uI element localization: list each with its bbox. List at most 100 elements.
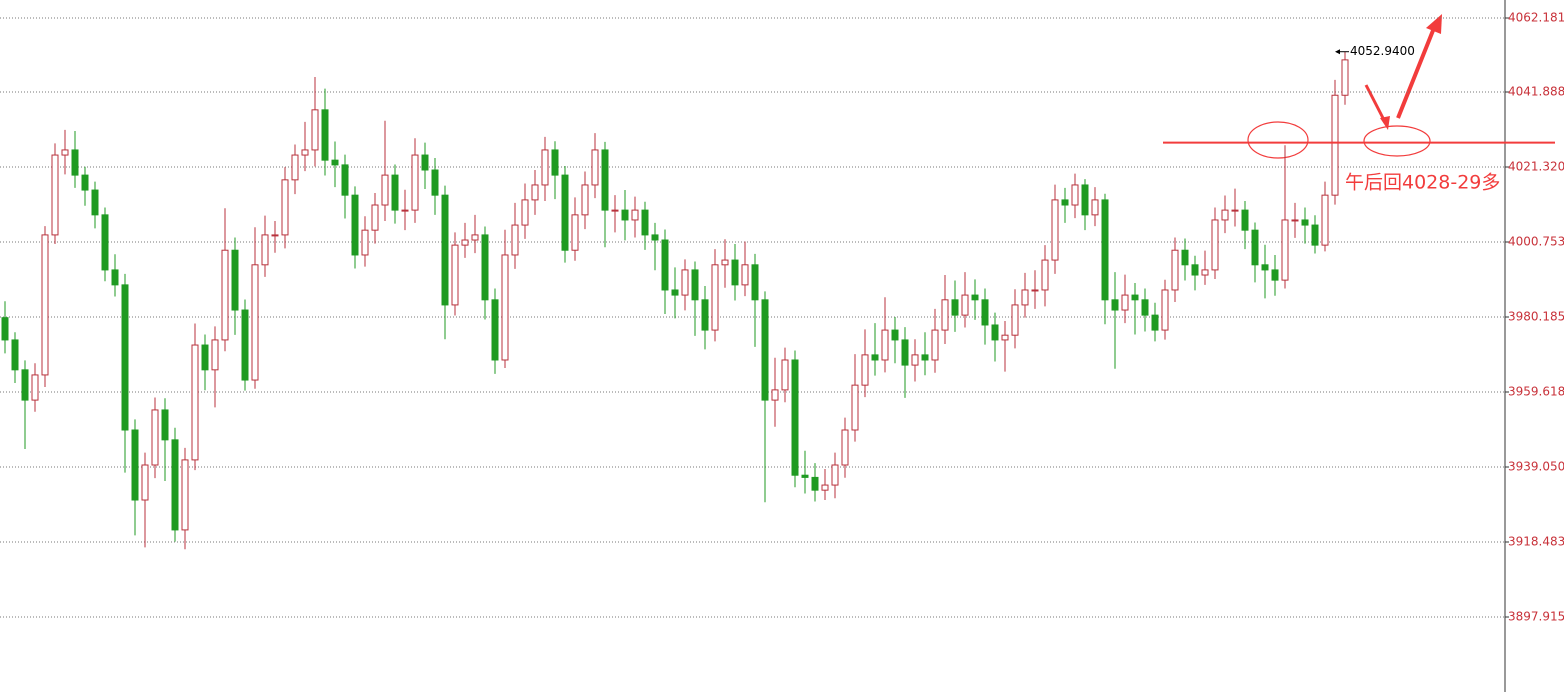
candle-body xyxy=(561,174,569,251)
candle-body xyxy=(1281,219,1289,281)
candle-body xyxy=(71,149,79,176)
candle-body xyxy=(691,269,699,301)
candle-body xyxy=(451,244,459,306)
candle-body xyxy=(1091,199,1099,216)
candle-body xyxy=(1241,209,1249,231)
candle-body xyxy=(651,234,659,241)
candle-body xyxy=(731,259,739,286)
candle-body xyxy=(201,344,209,371)
candle-body xyxy=(501,254,509,361)
candle-body xyxy=(271,234,279,237)
candle-body xyxy=(81,174,89,191)
ellipse xyxy=(1363,125,1431,157)
candle-body xyxy=(821,484,829,491)
candle-body xyxy=(361,229,369,256)
candle-body xyxy=(1291,219,1299,222)
candle-body xyxy=(771,389,779,401)
candle-body xyxy=(1211,219,1219,271)
candle-body xyxy=(1191,264,1199,276)
candle-body xyxy=(261,234,269,266)
candle-body xyxy=(1341,59,1349,96)
ellipse xyxy=(1247,121,1309,159)
candle-body xyxy=(1181,249,1189,266)
candle-body xyxy=(1151,314,1159,331)
candle-body xyxy=(11,339,19,371)
candle-body xyxy=(91,189,99,216)
candle-body xyxy=(221,249,229,341)
candle-body xyxy=(161,409,169,441)
candle-body xyxy=(671,289,679,296)
candle-body xyxy=(521,199,529,226)
candle-body xyxy=(861,354,869,386)
candle-body xyxy=(31,374,39,401)
candle-body xyxy=(661,239,669,291)
y-tick-label: 3959.618 xyxy=(1508,385,1564,399)
candle-body xyxy=(511,224,519,256)
candle-body xyxy=(911,354,919,366)
candle-body xyxy=(541,149,549,186)
candle-body xyxy=(1071,184,1079,206)
candle-body xyxy=(141,464,149,501)
candle-body xyxy=(121,284,129,431)
candle-body xyxy=(941,299,949,331)
candle-body xyxy=(741,264,749,286)
candle-body xyxy=(181,459,189,531)
candle-body xyxy=(61,149,69,156)
candle-body xyxy=(191,344,199,461)
candle-body xyxy=(101,214,109,271)
candle-body xyxy=(901,339,909,366)
candle-body xyxy=(611,209,619,212)
candle-body xyxy=(41,234,49,376)
candle-body xyxy=(281,179,289,236)
candle-body xyxy=(1331,94,1339,196)
candle-body xyxy=(1141,299,1149,316)
candle-body xyxy=(1161,289,1169,331)
candle-body xyxy=(1041,259,1049,291)
candle-body xyxy=(871,354,879,361)
candle-body xyxy=(801,474,809,478)
max-label: 4052.9400 xyxy=(1350,44,1415,58)
max-marker-head xyxy=(1335,49,1340,55)
candle-body xyxy=(981,299,989,326)
y-tick-label: 3980.185 xyxy=(1508,310,1564,324)
candle-body xyxy=(851,384,859,431)
y-tick-label: 3897.915 xyxy=(1508,610,1564,624)
candle-body xyxy=(441,194,449,306)
candle-body xyxy=(751,264,759,301)
candle-body xyxy=(211,339,219,371)
candle-body xyxy=(291,154,299,181)
candle-body xyxy=(621,209,629,221)
arrow-head xyxy=(1426,14,1442,34)
y-tick-label: 4021.320 xyxy=(1508,160,1564,174)
arrow xyxy=(1364,84,1386,121)
candle-body xyxy=(1,317,9,341)
candle-body xyxy=(991,324,999,341)
candle-body xyxy=(1251,229,1259,266)
candle-body xyxy=(1031,289,1039,292)
y-tick-label: 3918.483 xyxy=(1508,535,1564,549)
candle-body xyxy=(881,329,889,361)
candle-body xyxy=(811,476,819,491)
y-tick-label: 4062.181 xyxy=(1508,11,1564,25)
candle-body xyxy=(311,109,319,151)
candle-body xyxy=(601,149,609,211)
candle-body xyxy=(571,214,579,251)
candle-body xyxy=(1011,304,1019,336)
candle-body xyxy=(1321,194,1329,246)
candle-body xyxy=(111,269,119,286)
candle-body xyxy=(1121,294,1129,311)
candle-body xyxy=(491,299,499,361)
candle-body xyxy=(971,294,979,301)
candle-body xyxy=(711,264,719,331)
candle-body xyxy=(321,109,329,161)
candle-body xyxy=(1261,264,1269,271)
candle-body xyxy=(1111,299,1119,311)
candle-body xyxy=(701,299,709,331)
candle-body xyxy=(831,464,839,486)
candle-body xyxy=(51,154,59,236)
candle-body xyxy=(961,294,969,316)
candle-body xyxy=(381,174,389,206)
candle-body xyxy=(551,149,559,176)
candle-body xyxy=(841,429,849,466)
